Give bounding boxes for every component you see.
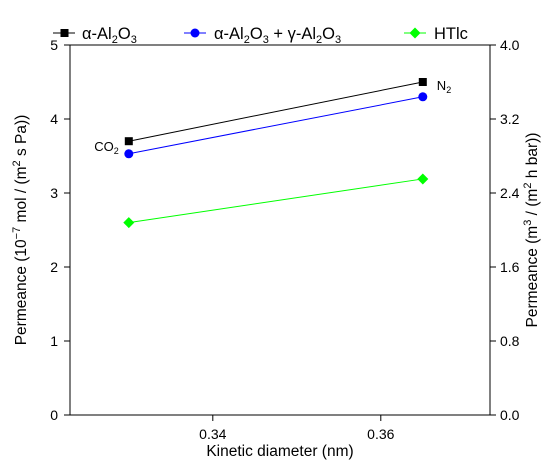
y-tick-label-1: 1 — [50, 333, 58, 349]
data-point-s2-1 — [417, 173, 429, 185]
series-line-1 — [128, 96, 423, 155]
y-tick-label-5: 5 — [50, 37, 58, 53]
annotations: CO2 N2 — [94, 78, 451, 156]
y2-tick-label-3: 2.4 — [500, 185, 520, 201]
y2-tick-label-5: 4.0 — [500, 37, 520, 53]
series-line-2 — [128, 178, 423, 224]
legend-marker-s0 — [60, 29, 69, 37]
y-axis: 0 1 2 3 4 5 — [50, 37, 70, 423]
legend-label-s2: HTlc — [434, 25, 468, 43]
data-point-s0-1 — [418, 78, 427, 86]
series-layer — [123, 78, 429, 229]
data-point-s1-1 — [418, 92, 428, 102]
data-point-s2-0 — [123, 217, 135, 229]
x-axis: 0.34 0.36 — [199, 415, 395, 442]
legend: α-Al2O3 α-Al2O3 + γ-Al2O3 HTlc — [53, 25, 468, 46]
y2-axis: 0.0 0.8 1.6 2.4 3.2 4.0 — [490, 37, 520, 423]
x-axis-label: Kinetic diameter (nm) — [206, 443, 353, 460]
y2-tick-label-4: 3.2 — [500, 111, 520, 127]
legend-marker-s2 — [409, 27, 421, 39]
y2-tick-label-1: 0.8 — [500, 333, 520, 349]
x-tick-label-1: 0.36 — [367, 426, 394, 442]
y2-tick-label-0: 0.0 — [500, 407, 520, 423]
series-line-0 — [128, 81, 423, 142]
annotation-n2: N2 — [437, 78, 451, 95]
plot-frame — [69, 44, 491, 416]
legend-label-s1: α-Al2O3 + γ-Al2O3 — [214, 25, 341, 46]
y-tick-label-3: 3 — [50, 185, 58, 201]
data-point-s0-0 — [124, 137, 133, 146]
y-axis-label: Permeance (10−7 mol / (m2 s Pa)) — [11, 115, 30, 346]
y2-tick-label-2: 1.6 — [500, 259, 520, 275]
y-tick-label-2: 2 — [50, 259, 58, 275]
y-tick-label-4: 4 — [50, 111, 58, 127]
y2-axis-label: Permeance (m3 / (m2 h bar)) — [522, 133, 541, 328]
data-point-s1-0 — [124, 149, 134, 159]
legend-marker-s1 — [190, 28, 200, 38]
x-tick-label-0: 0.34 — [199, 426, 226, 442]
legend-label-s0: α-Al2O3 — [82, 25, 137, 46]
annotation-co2: CO2 — [94, 139, 119, 156]
y-tick-label-0: 0 — [50, 407, 58, 423]
